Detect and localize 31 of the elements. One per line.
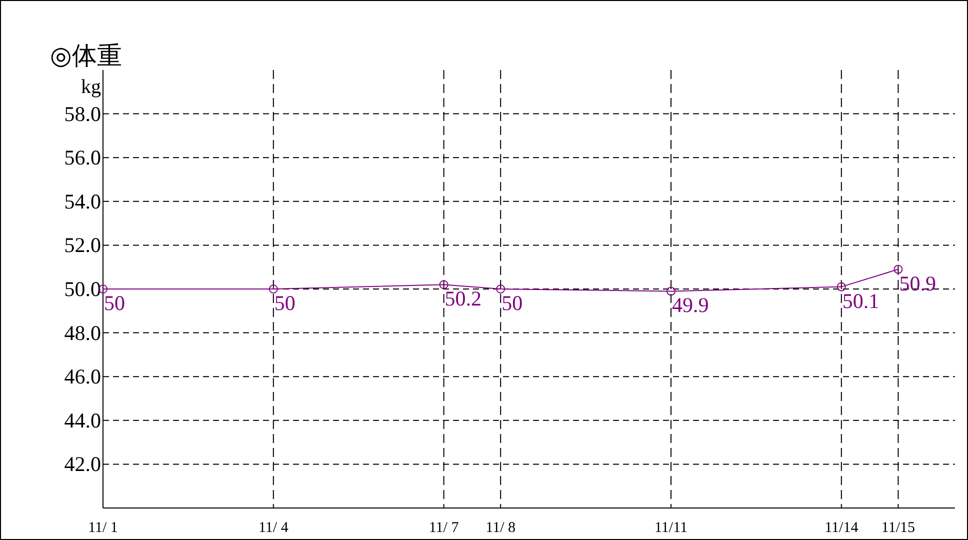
- data-label: 50.2: [444, 286, 482, 311]
- x-tick-label: 11/11: [654, 520, 688, 536]
- data-label: 49.9: [672, 293, 709, 318]
- point: [496, 284, 506, 294]
- point: [268, 284, 278, 294]
- chart-title: ◎体重: [50, 43, 122, 70]
- data-label: 50: [274, 291, 296, 315]
- x-tick-label: 11/15: [881, 520, 916, 536]
- y-tick-label: 42.0: [64, 452, 101, 476]
- point: [666, 286, 676, 296]
- point: [439, 280, 448, 290]
- data-label: 50: [104, 291, 125, 315]
- y-tick-label: 58.0: [64, 102, 101, 126]
- y-axis-title: kg: [81, 76, 101, 98]
- x-tick-label: 11/ 1: [88, 520, 118, 536]
- x-tick-label: 11/ 8: [486, 520, 516, 536]
- y-tick-label: 44.0: [64, 408, 101, 432]
- x-tick-label: 11/14: [824, 520, 859, 536]
- data-label: 50.9: [899, 271, 936, 296]
- y-tick-label: 52.0: [64, 233, 101, 258]
- y-tick-label: 50.0: [64, 277, 101, 301]
- x-tick-label: 11/ 7: [428, 520, 460, 536]
- point: [894, 264, 903, 274]
- y-tick-label: 46.0: [64, 364, 101, 389]
- point: [836, 282, 846, 292]
- x-tick-label: 11/ 4: [258, 520, 289, 536]
- y-tick-label: 56.0: [64, 146, 101, 170]
- data-label: 50: [502, 291, 523, 315]
- data-label: 50.1: [842, 288, 880, 313]
- y-tick-label: 48.0: [64, 320, 101, 345]
- y-tick-label: 54.0: [64, 189, 101, 214]
